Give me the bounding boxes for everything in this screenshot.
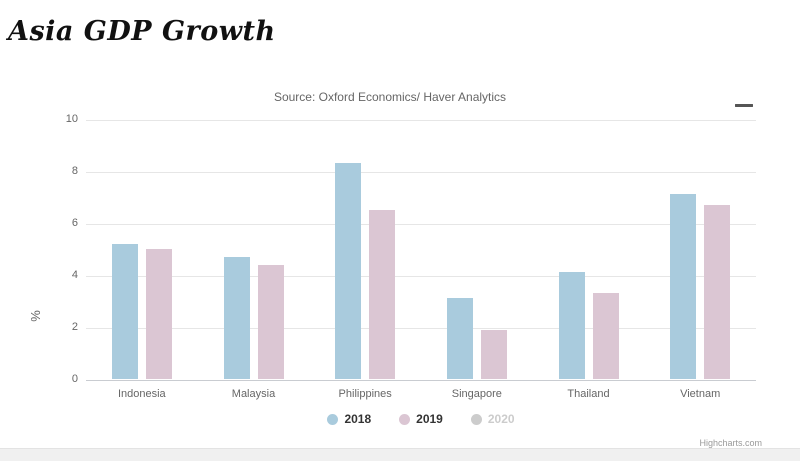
chart-context-menu-button[interactable] [732, 86, 756, 108]
bar-2019-philippines[interactable] [369, 210, 396, 379]
y-tick-label-6: 6 [71, 217, 78, 229]
x-axis-label-malaysia: Malaysia [231, 388, 276, 400]
gridline-2 [86, 328, 756, 329]
page-title: Asia GDP Growth [8, 16, 276, 47]
y-tick-label-2: 2 [71, 321, 78, 333]
x-axis-line [86, 380, 756, 381]
legend-label-2018: 2018 [344, 412, 372, 426]
x-axis-label-indonesia: Indonesia [117, 388, 166, 400]
legend: 2018 2019 2020 [86, 408, 756, 430]
legend-marker-2018 [327, 413, 339, 425]
x-axis-label-vietnam: Vietnam [680, 388, 721, 400]
gridline-8 [86, 172, 756, 173]
bar-2018-malaysia[interactable] [223, 256, 250, 379]
x-axis-label-thailand: Thailand [567, 388, 610, 400]
bar-2018-thailand[interactable] [558, 272, 585, 379]
legend-marker-2019 [399, 413, 411, 425]
chart-container: Source: Oxford Economics/ Haver Analytic… [0, 70, 780, 448]
bar-2019-singapore[interactable] [480, 329, 507, 379]
y-tick-label-8: 8 [71, 165, 78, 177]
gridline-4 [86, 276, 756, 277]
bar-2018-philippines[interactable] [335, 163, 362, 379]
bar-2019-malaysia[interactable] [257, 264, 284, 379]
y-tick-label-0: 0 [71, 373, 78, 385]
x-axis-label-philippines: Philippines [338, 388, 392, 400]
chart-subtitle: Source: Oxford Economics/ Haver Analytic… [273, 90, 507, 104]
page-bottom-strip [0, 448, 800, 461]
gridline-6 [86, 224, 756, 225]
gridline-10 [86, 120, 756, 121]
legend-label-2019: 2019 [416, 412, 443, 426]
y-tick-label-4: 4 [71, 269, 78, 281]
bar-2019-vietnam[interactable] [704, 204, 731, 379]
y-tick-label-10: 10 [65, 113, 78, 125]
bar-2019-indonesia[interactable] [145, 249, 172, 379]
bar-2018-singapore[interactable] [446, 298, 473, 379]
bar-2018-indonesia[interactable] [111, 243, 138, 379]
bar-2019-thailand[interactable] [592, 293, 619, 379]
x-axis-label-singapore: Singapore [451, 388, 502, 400]
y-axis-title: % [28, 310, 43, 322]
legend-item-2019[interactable]: 2019 [399, 412, 443, 426]
legend-marker-2020 [470, 413, 482, 425]
highcharts-credits-link[interactable]: Highcharts.com [699, 438, 762, 448]
plot-area: 0 2 4 6 8 10 Indonesia Malaysia Philippines Singa… [66, 113, 756, 400]
legend-item-2020[interactable]: 2020 [470, 412, 515, 426]
bar-2018-vietnam[interactable] [670, 194, 697, 379]
legend-label-2020: 2020 [487, 412, 515, 426]
legend-item-2018[interactable]: 2018 [327, 412, 371, 426]
